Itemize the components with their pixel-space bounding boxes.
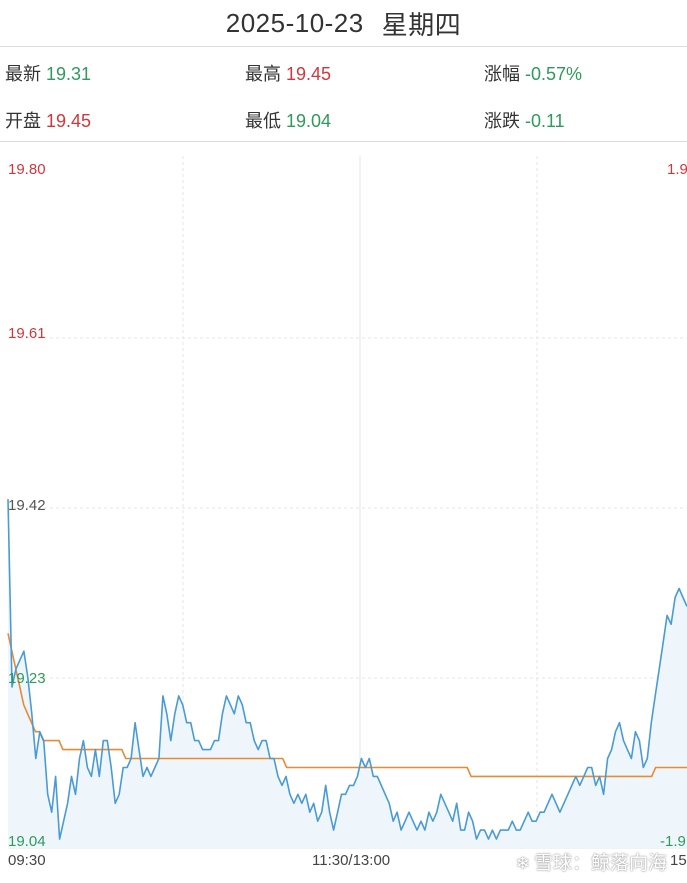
stat-change-value: -0.11 [525,111,565,131]
stat-change-pct: 涨幅 -0.57% [484,60,582,86]
y-tick-label: 19.42 [8,497,46,514]
stat-high-value: 19.45 [286,64,332,84]
x-tick-label: 15 [670,852,687,869]
watermark-text: 雪球：鲸落向海 [533,853,667,874]
cropped-volume-row [0,874,687,883]
y-tick-label: 19.04 [8,833,46,850]
stat-latest: 最新 19.31 [5,60,91,86]
axis-tick-labels: 19.80 19.61 19.42 19.23 19.04 1.9 -1.9 0… [8,161,687,869]
stat-latest-value: 19.31 [46,64,92,84]
y-tick-label: 19.80 [8,161,46,178]
price-area-fill [8,499,687,848]
xueqiu-snowball-icon: ❄ [515,854,530,873]
stat-change: 涨跌 -0.11 [484,107,565,133]
stat-latest-label: 最新 [5,64,41,84]
x-tick-label: 11:30/13:00 [312,852,390,869]
y-tick-label: 19.23 [8,670,46,687]
stats-divider [0,141,687,142]
stat-low-label: 最低 [245,111,281,131]
header-divider [0,46,687,47]
price-line [7,499,687,840]
stat-low-value: 19.04 [286,111,332,131]
stat-open: 开盘 19.45 [5,107,91,133]
stat-high: 最高 19.45 [245,60,331,86]
stat-low: 最低 19.04 [245,107,331,133]
x-tick-label: 09:30 [8,852,46,869]
stat-change-pct-value: -0.57% [525,64,583,84]
watermark: ❄ 雪球：鲸落向海 [516,848,667,875]
stat-open-value: 19.45 [46,111,92,131]
stat-high-label: 最高 [245,64,281,84]
y-tick-label-right: 1.9 [667,161,687,178]
date-label: 2025-10-23 [225,7,364,38]
y-tick-label: 19.61 [8,325,46,342]
chart-date-title: 2025-10-23 星期四 [0,0,687,46]
stat-change-label: 涨跌 [484,111,520,131]
chart-grid [8,156,687,849]
y-tick-label-right: -1.9 [660,833,686,850]
average-price-line [7,633,687,778]
weekday-label: 星期四 [381,9,462,40]
stat-open-label: 开盘 [5,111,41,131]
stat-change-pct-label: 涨幅 [484,64,520,84]
intraday-price-chart[interactable]: 19.80 19.61 19.42 19.23 19.04 1.9 -1.9 0… [0,141,687,874]
